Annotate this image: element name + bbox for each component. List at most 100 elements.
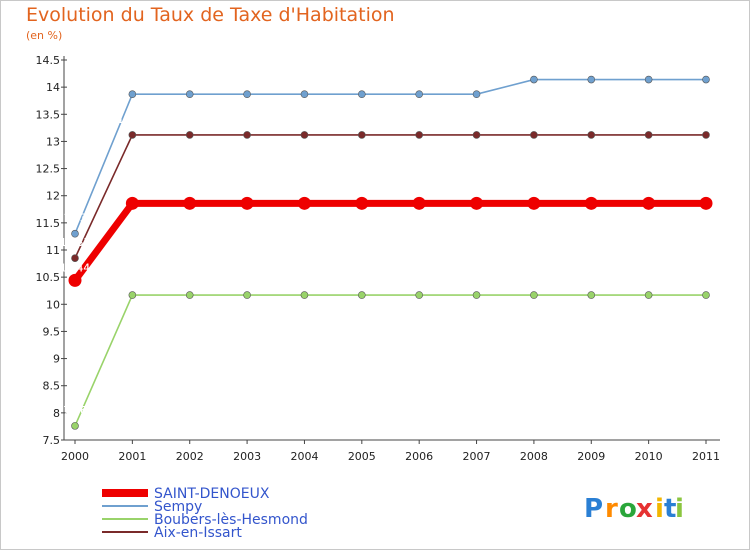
data-label-outline: 13.87 [462,73,492,85]
data-label-outline: 13.12 [347,114,377,126]
data-label: 13.12 [347,114,377,126]
data-label: 11.86 [175,183,205,195]
y-tick-label: 12.5 [36,163,61,176]
data-label-outline: 13.87 [232,73,262,85]
data-label: 13.12 [634,114,664,126]
y-tick-label: 8.5 [43,380,61,393]
data-label: 11.86 [519,183,549,195]
data-point [125,196,139,210]
data-label-outline: 13.87 [404,73,434,85]
data-point [702,131,710,139]
data-label: 14.14 [519,59,549,71]
data-label-outline: 13.12 [519,114,549,126]
data-point [470,196,484,210]
data-label-outline: 13.87 [347,73,377,85]
data-label: 10.17 [519,274,549,286]
data-label: 14.14 [576,59,606,71]
data-label: 14.14 [634,59,664,71]
y-tick-label: 14 [46,81,60,94]
data-label: 13.12 [175,114,205,126]
data-label-outline: 13.12 [404,114,434,126]
data-point [472,90,481,98]
data-label-outline: 10.17 [347,274,377,286]
y-tick-label: 9 [53,353,60,366]
data-point [358,90,366,98]
data-point [415,90,423,98]
data-label-outline: 11.86 [519,183,549,195]
data-label: 10.17 [232,274,262,286]
series-layer [68,75,713,430]
data-label-outline: 10.17 [232,274,262,286]
data-label: 13.87 [404,73,434,85]
brand-letter: P [584,494,603,524]
data-point [587,75,596,84]
y-tick-label: 12 [46,190,60,203]
x-tick-label: 2001 [118,450,146,463]
data-label-outline: 11.86 [289,183,319,195]
x-tick-label: 2009 [577,450,605,463]
data-label-outline: 11.3 [63,213,86,225]
data-point [412,196,426,210]
data-label-outline: 10.17 [462,274,492,286]
data-point [300,90,309,98]
data-label: 13.87 [232,73,262,85]
data-label: 11.86 [462,183,492,195]
data-point [128,131,137,139]
data-label-outline: 13.87 [117,73,147,85]
data-label: 11.3 [63,213,86,225]
data-point [71,229,79,238]
data-label: 13.87 [462,73,492,85]
y-tick-label: 9.5 [43,325,61,338]
data-point [185,90,194,98]
data-label-outline: 11.86 [404,183,434,195]
data-point [355,196,369,210]
data-label: 11.86 [576,183,606,195]
data-label: 11.86 [232,183,262,195]
data-point [702,75,710,84]
data-point [584,196,598,210]
data-point [642,196,656,210]
legend-entry: SAINT-DENOEUX [154,486,270,502]
data-point [243,131,251,139]
x-tick-label: 2008 [520,450,548,463]
data-point [530,75,538,84]
chart-subtitle: (en %) [26,29,63,42]
data-label-outline: 10.44 [60,262,90,274]
x-tick-label: 2010 [635,450,663,463]
data-point [587,291,596,299]
brand-letter: r [605,494,618,524]
series-line-0 [71,199,710,284]
data-point [699,196,713,210]
data-label: 13.87 [289,73,319,85]
brand-letter: i [655,494,664,524]
y-tick-label: 10.5 [36,271,61,284]
data-point [644,291,653,299]
data-point [644,75,653,84]
data-point [68,273,82,287]
data-label-outline: 13.12 [289,114,319,126]
data-label: 14.14 [691,59,721,71]
data-label: 11.86 [289,183,319,195]
data-label-outline: 13.12 [175,114,205,126]
data-label-outline: 11.86 [691,183,721,195]
data-label: 13.12 [289,114,319,126]
data-label-outline: 11.86 [576,183,606,195]
y-tick-label: 14.5 [36,54,61,67]
data-point [300,291,309,299]
x-tick-label: 2005 [348,450,376,463]
data-label-outline: 13.12 [576,114,606,126]
data-label-outline: 10.17 [691,274,721,286]
data-label: 13.87 [175,73,205,85]
x-tick-label: 2006 [405,450,433,463]
data-label-outline: 10.17 [519,274,549,286]
data-label-outline: 11.86 [347,183,377,195]
y-tick-label: 11 [46,244,60,257]
data-label: 10.17 [117,274,147,286]
data-point [183,196,197,210]
x-tick-label: 2011 [692,450,720,463]
series-line-3 [74,134,707,259]
data-label: 13.87 [347,73,377,85]
data-label: 13.12 [576,114,606,126]
data-label: 10.17 [175,274,205,286]
